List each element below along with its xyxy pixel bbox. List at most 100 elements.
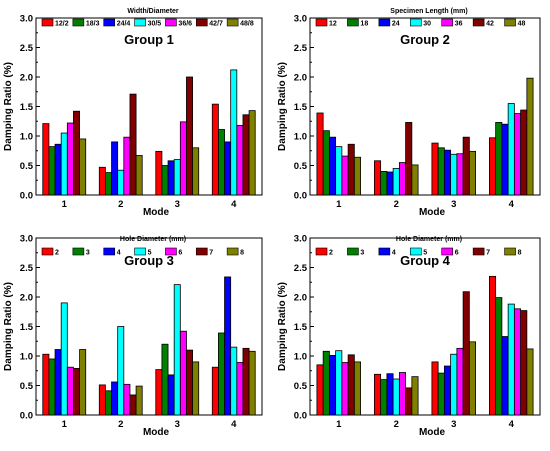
- bar: [335, 350, 343, 416]
- legend-swatch: [315, 18, 328, 27]
- y-tick-label: 2.0: [294, 73, 307, 84]
- bar: [443, 149, 452, 196]
- x-tick-label: 1: [62, 419, 68, 430]
- bar: [60, 132, 68, 196]
- bar: [526, 77, 534, 196]
- x-tick-label: 4: [509, 419, 515, 430]
- bar: [347, 143, 355, 196]
- x-tick-label: 2: [118, 419, 123, 430]
- legend-entry: 12: [329, 21, 337, 28]
- y-tick-label: 2.5: [20, 263, 34, 274]
- y-tick-label: 1.0: [20, 132, 33, 143]
- legend-entry: 24/4: [117, 21, 131, 28]
- bar: [411, 376, 419, 416]
- bar: [98, 166, 106, 196]
- bar: [462, 291, 470, 416]
- bar: [513, 308, 522, 416]
- bar: [192, 361, 200, 416]
- x-tick-label: 2: [118, 199, 123, 210]
- y-tick-label: 1.5: [294, 102, 308, 113]
- legend-swatch: [472, 18, 485, 27]
- bar: [437, 372, 445, 416]
- bar: [380, 379, 388, 416]
- bar: [66, 122, 74, 196]
- bar: [218, 129, 225, 196]
- y-tick-label: 1.5: [294, 322, 308, 333]
- bar: [173, 159, 181, 196]
- legend-entry: 18/3: [86, 21, 100, 28]
- y-tick-label: 0.5: [20, 381, 34, 392]
- legend-title: Specimen Length (mm): [390, 8, 467, 15]
- legend-entry: 30/5: [148, 21, 162, 28]
- legend-title: Hole Diameter (mm): [396, 236, 462, 243]
- legend-entry: 7: [209, 250, 213, 257]
- bar: [73, 367, 80, 416]
- legend-entry: 3: [360, 250, 364, 257]
- bar: [431, 361, 439, 416]
- legend-entry: 18: [360, 21, 368, 28]
- chart-panel-2: 0.0 0.5 1.0 1.5 2.0 2.5 3.0 Damping Ratio (%) Mo…: [277, 8, 541, 218]
- x-tick-label: 4: [231, 199, 237, 210]
- bar: [236, 124, 244, 196]
- bar: [386, 171, 394, 196]
- legend-entry: 5: [423, 250, 427, 257]
- bar: [501, 336, 509, 416]
- legend-swatch: [226, 18, 239, 27]
- y-tick-label: 3.0: [294, 234, 307, 245]
- y-tick-label: 1.0: [294, 132, 307, 143]
- legend-swatch: [504, 247, 516, 256]
- legend-swatch: [472, 247, 485, 256]
- bar: [167, 374, 175, 416]
- legend-swatch: [41, 247, 54, 256]
- legend-entry: 2: [329, 250, 333, 257]
- bar: [450, 153, 458, 196]
- bar: [335, 146, 343, 196]
- legend-swatch: [195, 247, 208, 256]
- bar: [111, 141, 119, 196]
- bar: [186, 349, 193, 416]
- bar: [405, 122, 413, 196]
- legend-swatch: [347, 247, 359, 256]
- legend-entry: 6: [455, 250, 459, 257]
- bar: [248, 110, 256, 196]
- legend-swatch: [347, 18, 359, 27]
- y-axis-label: Damping Ratio (%): [3, 282, 14, 371]
- bar: [373, 373, 382, 416]
- bar: [48, 358, 56, 416]
- chart-title: Group 1: [124, 32, 174, 47]
- bar: [468, 150, 477, 196]
- bar: [373, 160, 382, 196]
- y-tick-label: 3.0: [20, 14, 33, 25]
- x-tick-label: 3: [451, 199, 456, 210]
- bar: [456, 153, 464, 196]
- bar: [54, 349, 62, 416]
- bar: [224, 141, 232, 196]
- y-tick-label: 3.0: [294, 14, 307, 25]
- legend-entry: 36/6: [178, 21, 192, 28]
- legend-entry: 8: [518, 250, 522, 257]
- legend-swatch: [441, 18, 454, 27]
- bar: [105, 390, 112, 416]
- legend-swatch: [72, 247, 85, 256]
- y-tick-label: 2.5: [20, 43, 34, 54]
- chart-title: Group 4: [400, 253, 451, 268]
- bar: [513, 113, 522, 196]
- bar: [248, 350, 256, 416]
- bar: [341, 362, 349, 416]
- bar: [224, 276, 232, 416]
- bar: [316, 364, 324, 416]
- bar: [488, 275, 497, 416]
- bar: [211, 366, 219, 416]
- bar: [347, 354, 355, 416]
- bar: [328, 136, 337, 196]
- y-tick-label: 0.0: [20, 411, 33, 422]
- legend-entry: 24: [392, 21, 400, 28]
- bar: [79, 349, 87, 416]
- bar: [155, 150, 163, 196]
- legend-swatch: [72, 18, 85, 27]
- bar: [98, 384, 106, 416]
- bar: [48, 146, 56, 196]
- legend-entry: 6: [178, 250, 182, 257]
- legend-swatch: [378, 18, 391, 27]
- bar: [353, 361, 362, 416]
